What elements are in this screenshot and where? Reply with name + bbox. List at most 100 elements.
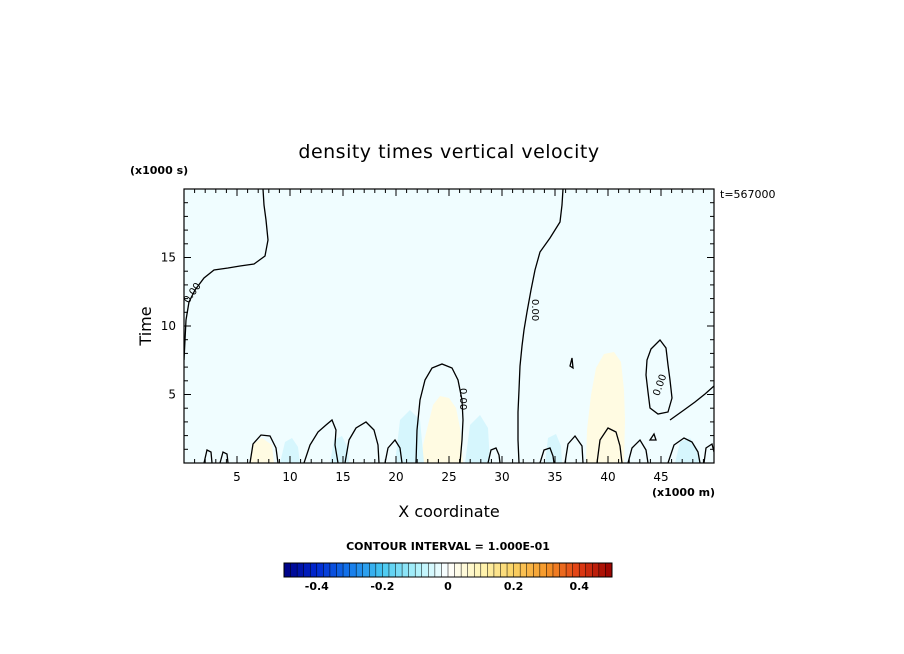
colorbar-cell	[329, 563, 337, 577]
colorbar-cell	[323, 563, 331, 577]
colorbar-cell	[474, 563, 482, 577]
colorbar-cell	[284, 563, 291, 577]
colorbar-cell	[579, 563, 587, 577]
colorbar-cell	[421, 563, 429, 577]
x-tick-label: 35	[547, 470, 562, 484]
contour-central	[517, 189, 564, 463]
contour-main-left	[184, 189, 269, 361]
negative-band-4	[465, 415, 490, 463]
colorbar: -0.4 -0.2 0 0.2 0.4	[283, 562, 613, 593]
colorbar-cell	[605, 563, 613, 577]
x-tick-label: 30	[494, 470, 509, 484]
colorbar-tick-label: 0.2	[504, 580, 524, 593]
colorbar-cell	[343, 563, 350, 577]
zero-contours	[184, 189, 714, 463]
y-tick-label: 15	[161, 251, 176, 265]
x-tick-label: 10	[282, 470, 297, 484]
colorbar-cell	[434, 563, 442, 577]
contour-label-center: 0.00	[529, 299, 540, 321]
colorbar-cell	[461, 563, 468, 577]
x-tick-label: 40	[600, 470, 615, 484]
colorbar-cell	[349, 563, 357, 577]
colorbar-cell	[566, 563, 573, 577]
colorbar-cell	[388, 563, 396, 577]
contour-small-5	[569, 357, 574, 370]
contour-small-1	[203, 449, 213, 463]
colorbar-cell	[467, 563, 475, 577]
x-tick-label: 45	[653, 470, 668, 484]
chart-title: density times vertical velocity	[298, 141, 599, 163]
colorbar-cell	[402, 563, 409, 577]
colorbar-cell	[375, 563, 383, 577]
colorbar-cell	[572, 563, 580, 577]
x-axis-label: X coordinate	[398, 502, 499, 521]
colorbar-frame	[283, 562, 613, 578]
contour-small-2	[219, 451, 229, 463]
colorbar-cell	[369, 563, 377, 577]
colorbar-cell	[585, 563, 593, 577]
y-tick-label: 10	[161, 319, 176, 333]
time-stamp: t=567000	[720, 188, 776, 201]
colorbar-cell	[493, 563, 501, 577]
colorbar-cell	[316, 563, 324, 577]
colorbar-cell	[382, 563, 390, 577]
contour-arch-38	[564, 434, 584, 463]
contour-arch-20	[384, 438, 403, 463]
colorbar-cell	[428, 563, 436, 577]
x-tick-label: 25	[441, 470, 456, 484]
contour-arch-8	[249, 434, 279, 463]
colorbar-cell	[598, 563, 606, 577]
colorbar-cell	[546, 563, 554, 577]
y-axis-label: Time	[136, 306, 155, 346]
colorbar-cell	[336, 563, 344, 577]
colorbar-cell	[454, 563, 462, 577]
contour-small-6	[648, 432, 657, 441]
positive-region-center	[422, 396, 463, 463]
positive-region-right	[586, 352, 625, 463]
colorbar-cell	[297, 563, 304, 577]
x-unit-label: (x1000 m)	[652, 486, 715, 499]
colorbar-cell	[487, 563, 495, 577]
colorbar-cell	[441, 563, 449, 577]
colorbar-cell	[520, 563, 528, 577]
x-tick-label: 20	[388, 470, 403, 484]
colorbar-tick-label: 0.4	[569, 580, 589, 593]
colorbar-cell	[500, 563, 508, 577]
negative-band-1	[280, 438, 300, 463]
contour-arch-40	[596, 427, 623, 463]
contour-right-edge	[669, 385, 714, 421]
contour-small-4	[539, 447, 555, 463]
colorbar-cell	[552, 563, 560, 577]
y-tick-label: 5	[168, 388, 176, 402]
colorbar-cell	[559, 563, 567, 577]
colorbar-cell	[415, 563, 423, 577]
contour-arch-17	[344, 421, 380, 463]
contour-arch-47	[667, 437, 701, 463]
colorbar-tick-label: -0.4	[305, 580, 329, 593]
negative-band-5	[545, 434, 562, 463]
colorbar-cell	[448, 563, 455, 577]
colorbar-cell	[507, 563, 514, 577]
colorbar-cell	[395, 563, 403, 577]
colorbar-cell	[362, 563, 370, 577]
x-tick-label: 5	[233, 470, 241, 484]
colorbar-cell	[513, 563, 521, 577]
colorbar-tick-label: -0.2	[370, 580, 394, 593]
colorbar-cell	[303, 563, 311, 577]
colorbar-cell	[526, 563, 534, 577]
colorbar-cell	[592, 563, 600, 577]
contour-arch-44	[627, 438, 649, 463]
colorbar-cell	[408, 563, 416, 577]
contour-small-3	[487, 447, 501, 463]
colorbar-cell	[539, 563, 547, 577]
ticks: 5 10 15 20 25 30 35 40 45 5 10 15	[161, 189, 714, 484]
contour-arch-49	[703, 442, 714, 463]
x-tick-label: 15	[335, 470, 350, 484]
contour-right-loop	[645, 339, 673, 415]
contour-interval-label: CONTOUR INTERVAL = 1.000E-01	[346, 540, 550, 553]
contour-label-arch: 0.00	[457, 388, 468, 410]
colorbar-cell	[356, 563, 364, 577]
contour-arch-24	[415, 363, 464, 463]
colorbar-cell	[290, 563, 298, 577]
